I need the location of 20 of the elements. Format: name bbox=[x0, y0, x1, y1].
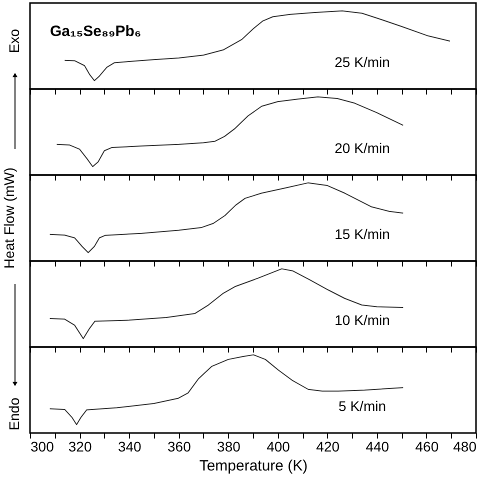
y-axis-title: Heat Flow (mW) bbox=[1, 167, 17, 269]
x-tick-label: 300 bbox=[30, 438, 54, 454]
series-label: 20 K/min bbox=[334, 140, 390, 156]
x-tick-label: 480 bbox=[453, 438, 477, 454]
x-axis-title: Temperature (K) bbox=[199, 458, 308, 474]
series-label: 15 K/min bbox=[334, 226, 390, 242]
x-tick-label: 320 bbox=[68, 438, 92, 454]
x-tick-label: 380 bbox=[217, 438, 241, 454]
text: Endo bbox=[6, 397, 22, 430]
series-label: 10 K/min bbox=[334, 312, 390, 328]
x-tick-label: 340 bbox=[118, 438, 142, 454]
text: Exo bbox=[6, 28, 22, 54]
x-tick-label: 440 bbox=[366, 438, 390, 454]
text: 25 K/min bbox=[334, 54, 390, 70]
x-tick-label: 420 bbox=[316, 438, 340, 454]
x-tick-label: 360 bbox=[167, 438, 192, 454]
annotation: Ga₁₅Se₈₉Pb₆ bbox=[50, 23, 142, 40]
series-label: 5 K/min bbox=[338, 398, 386, 414]
x-tick-label: 460 bbox=[415, 438, 439, 454]
x-tick-label: 400 bbox=[266, 438, 290, 454]
